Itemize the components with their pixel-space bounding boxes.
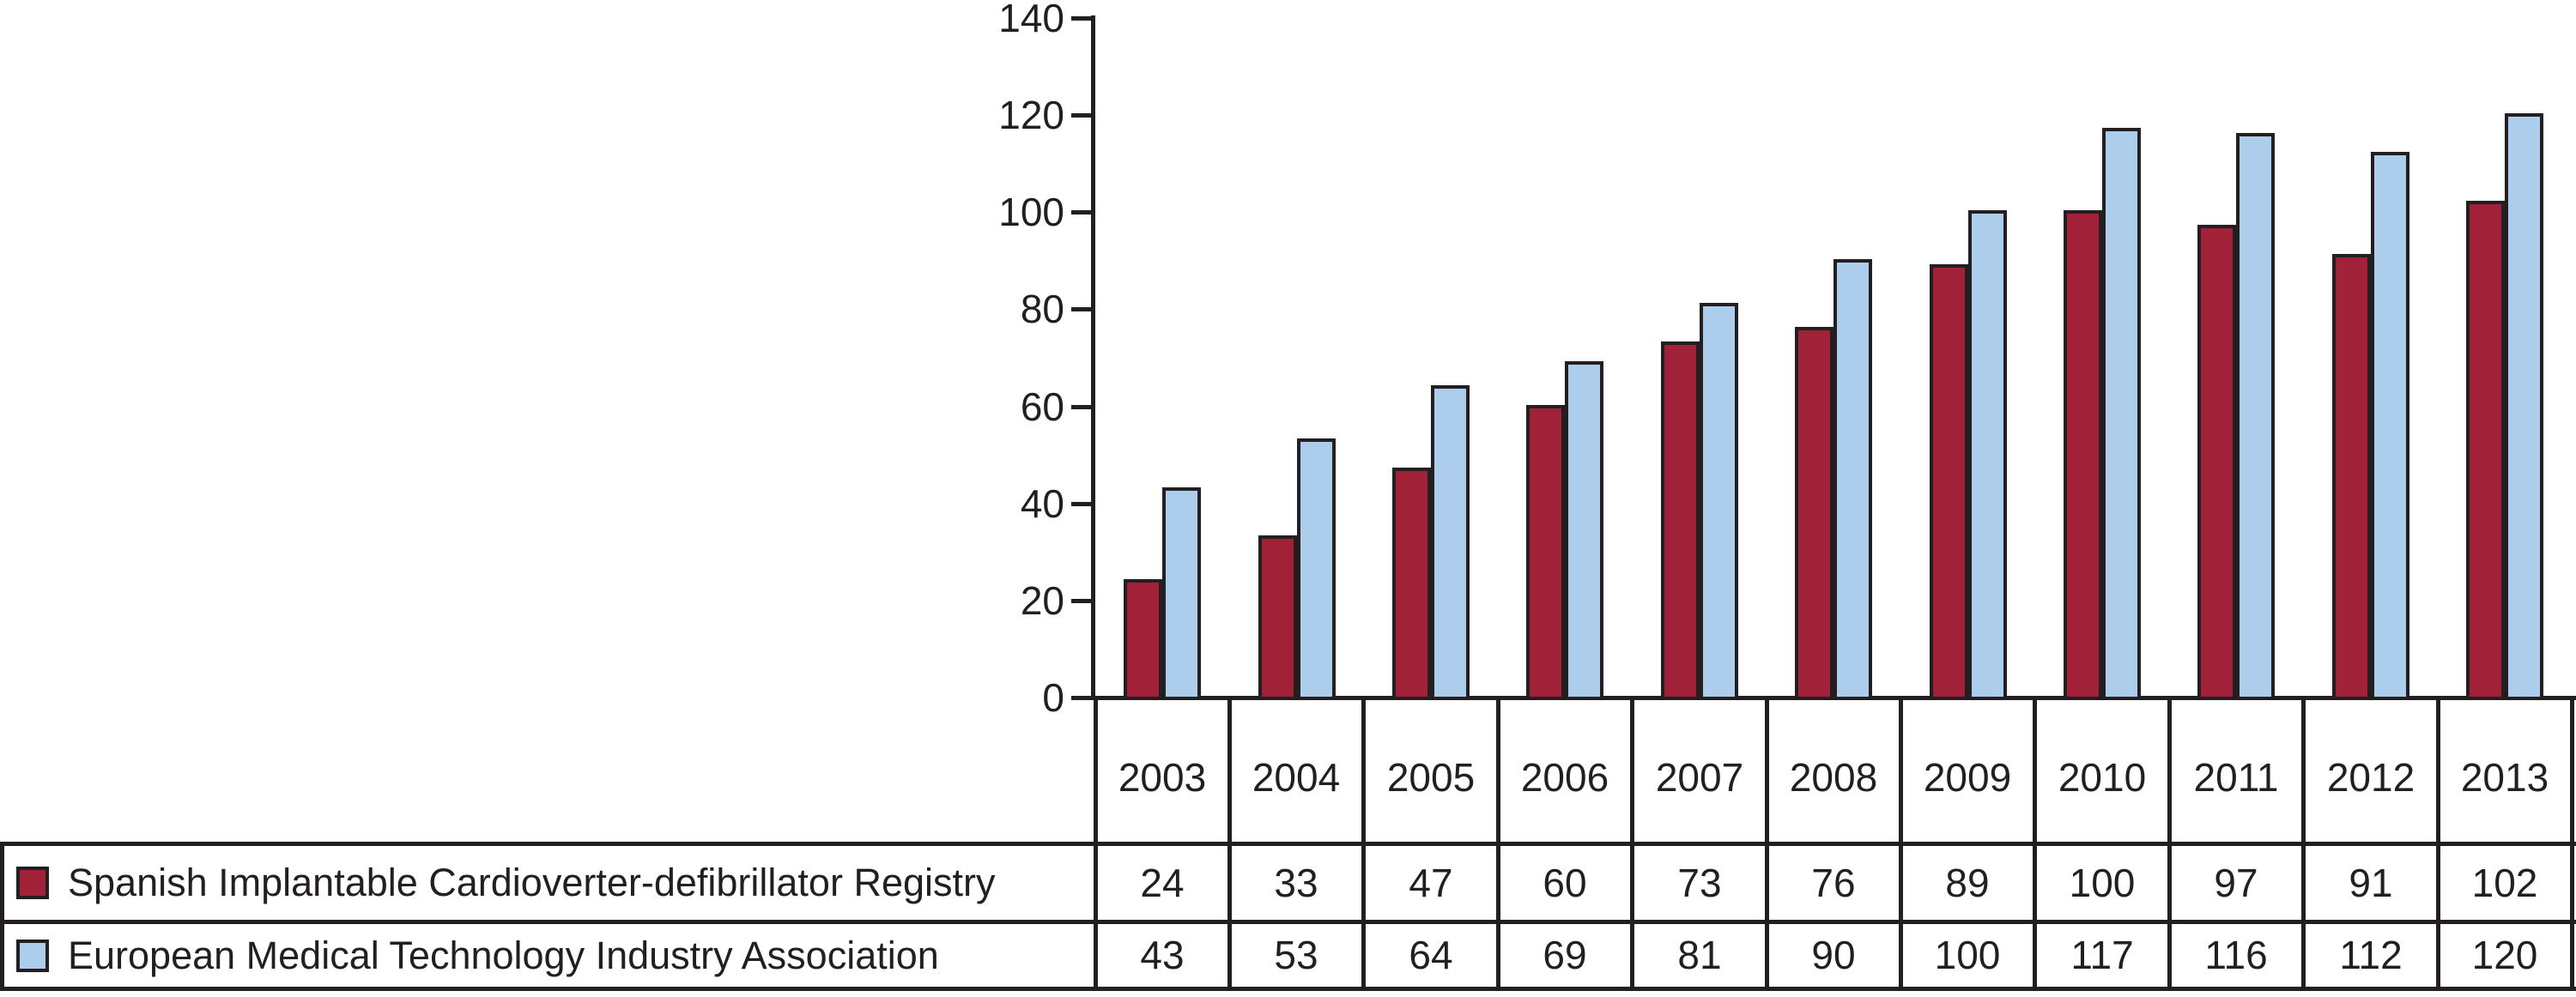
bar-registry-2009 bbox=[1930, 264, 1968, 700]
value-cell: 24 bbox=[1140, 861, 1185, 905]
legend-row-spanish-registry: Spanish Implantable Cardioverter-defibri… bbox=[4, 846, 1091, 920]
y-axis: 0 20 40 60 80 100 120 140 bbox=[0, 0, 1095, 719]
y-axis-line bbox=[1091, 15, 1095, 700]
value-cell: 112 bbox=[2339, 933, 2403, 977]
y-axis-tick bbox=[1071, 502, 1092, 506]
bar-emta-2007 bbox=[1700, 303, 1738, 700]
legend-row-emta: European Medical Technology Industry Ass… bbox=[4, 924, 1091, 987]
y-axis-tick-label: 120 bbox=[998, 93, 1064, 137]
bar-emta-2011 bbox=[2236, 133, 2275, 700]
bar-emta-2008 bbox=[1834, 259, 1872, 700]
legend-swatch-spanish-registry-icon bbox=[16, 867, 49, 899]
plot-area bbox=[1095, 0, 2573, 700]
value-cell: 53 bbox=[1274, 933, 1318, 977]
bar-registry-2013 bbox=[2466, 201, 2505, 700]
value-cell: 64 bbox=[1409, 933, 1453, 977]
y-axis-tick bbox=[1071, 696, 1092, 700]
year-cell: 2005 bbox=[1386, 755, 1476, 800]
y-axis-tick-label: 80 bbox=[1020, 287, 1064, 331]
bar-registry-2005 bbox=[1392, 468, 1431, 700]
y-axis-tick bbox=[1071, 113, 1092, 118]
value-cell: 91 bbox=[2349, 861, 2393, 905]
year-cell: 2012 bbox=[2326, 755, 2415, 800]
value-cell: 89 bbox=[1945, 861, 1990, 905]
y-axis-tick bbox=[1071, 16, 1092, 21]
bar-emta-2012 bbox=[2371, 152, 2409, 700]
y-axis-tick-label: 20 bbox=[1020, 578, 1064, 623]
value-cell: 90 bbox=[1811, 933, 1856, 977]
value-cell: 81 bbox=[1677, 933, 1722, 977]
y-axis-tick bbox=[1071, 210, 1092, 215]
table-row-border bbox=[0, 842, 2576, 846]
value-cell: 69 bbox=[1543, 933, 1587, 977]
value-cell: 100 bbox=[1934, 933, 2001, 977]
bar-registry-2011 bbox=[2197, 225, 2236, 700]
value-cell: 76 bbox=[1811, 861, 1856, 905]
value-cell: 100 bbox=[2069, 861, 2136, 905]
y-axis-tick-label: 140 bbox=[998, 0, 1064, 40]
value-cell: 97 bbox=[2214, 861, 2258, 905]
bar-registry-2012 bbox=[2332, 254, 2371, 700]
table-row-border bbox=[0, 987, 2576, 991]
y-axis-tick bbox=[1071, 405, 1092, 409]
bar-emta-2010 bbox=[2102, 128, 2141, 700]
year-cell: 2006 bbox=[1520, 755, 1609, 800]
value-cell: 116 bbox=[2204, 933, 2268, 977]
year-cell: 2003 bbox=[1118, 755, 1207, 800]
legend-label-emta: European Medical Technology Industry Ass… bbox=[68, 933, 939, 977]
year-cell: 2011 bbox=[2193, 755, 2279, 800]
bar-registry-2008 bbox=[1795, 327, 1834, 700]
bar-registry-2007 bbox=[1661, 341, 1700, 700]
year-cell: 2009 bbox=[1923, 755, 2012, 800]
value-cell: 60 bbox=[1543, 861, 1587, 905]
y-axis-tick-label: 100 bbox=[998, 190, 1064, 234]
legend-swatch-emta-icon bbox=[16, 939, 49, 972]
value-cell: 47 bbox=[1409, 861, 1453, 905]
value-cell: 102 bbox=[2471, 861, 2538, 905]
bar-emta-2006 bbox=[1565, 361, 1603, 700]
bar-emta-2009 bbox=[1968, 210, 2007, 700]
bar-emta-2003 bbox=[1162, 487, 1201, 700]
bar-emta-2004 bbox=[1297, 438, 1336, 700]
value-cell: 33 bbox=[1274, 861, 1318, 905]
year-cell: 2007 bbox=[1655, 755, 1744, 800]
y-axis-tick bbox=[1071, 307, 1092, 311]
bar-registry-2006 bbox=[1526, 405, 1565, 700]
year-cell: 2013 bbox=[2460, 755, 2549, 800]
table-row-border bbox=[0, 920, 2576, 924]
y-axis-tick-label: 40 bbox=[1020, 481, 1064, 526]
value-cell: 43 bbox=[1140, 933, 1185, 977]
bar-emta-2013 bbox=[2505, 113, 2543, 700]
y-axis-tick-label: 60 bbox=[1020, 384, 1064, 429]
bar-registry-2004 bbox=[1258, 535, 1297, 700]
table-left-border bbox=[0, 842, 4, 991]
y-axis-tick-label: 0 bbox=[1042, 675, 1064, 720]
bar-emta-2005 bbox=[1431, 385, 1470, 700]
bar-registry-2003 bbox=[1124, 579, 1162, 700]
year-cell: 2010 bbox=[2058, 755, 2147, 800]
value-cell: 73 bbox=[1677, 861, 1722, 905]
value-cell: 117 bbox=[2070, 933, 2134, 977]
y-axis-tick bbox=[1071, 599, 1092, 603]
value-cell: 120 bbox=[2471, 933, 2538, 977]
year-cell: 2004 bbox=[1252, 755, 1341, 800]
legend-label-spanish-registry: Spanish Implantable Cardioverter-defibri… bbox=[68, 861, 996, 904]
year-cell: 2008 bbox=[1789, 755, 1878, 800]
bar-registry-2010 bbox=[2064, 210, 2102, 700]
